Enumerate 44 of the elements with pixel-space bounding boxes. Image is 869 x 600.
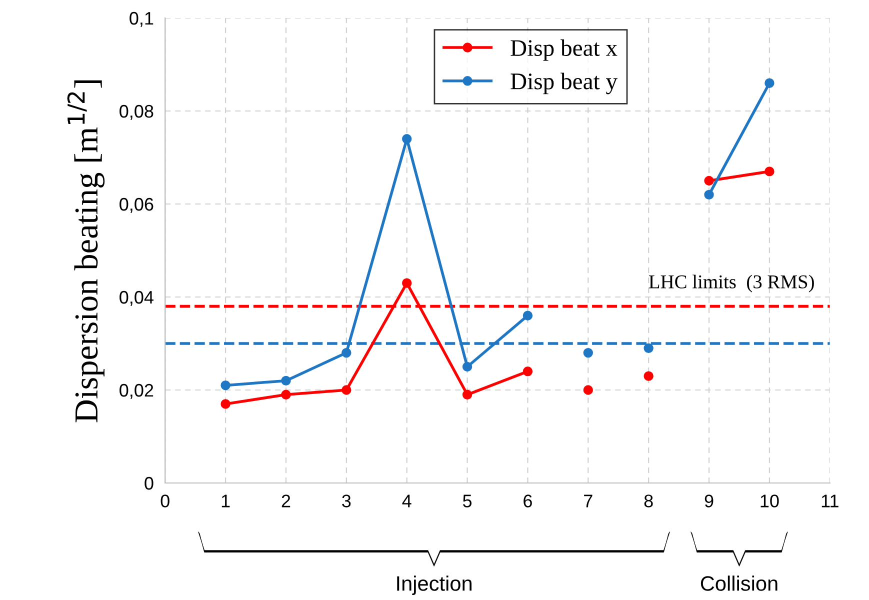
point xyxy=(342,348,352,358)
x-tick-label: 5 xyxy=(462,494,472,508)
text: Collision xyxy=(700,576,778,591)
point xyxy=(402,134,412,144)
point xyxy=(644,371,654,381)
point xyxy=(402,278,412,288)
point xyxy=(644,343,654,354)
point xyxy=(220,399,230,409)
x-tick-label: 1 xyxy=(222,494,230,508)
point xyxy=(462,390,472,400)
point xyxy=(462,362,472,372)
y-tick-label: 0,02 xyxy=(120,384,154,399)
y-tick-label: 0,04 xyxy=(120,290,154,306)
point xyxy=(281,376,291,386)
y-tick-label: 0,08 xyxy=(120,104,154,120)
point xyxy=(583,385,594,395)
x-tick-label: 2 xyxy=(282,494,290,508)
x-tick-label: 9 xyxy=(704,494,714,508)
x-tick-label: 10 xyxy=(760,494,779,508)
x-tick-label: 7 xyxy=(584,494,592,508)
x-tick-label: 11 xyxy=(822,494,838,508)
point xyxy=(522,366,533,376)
y-tick-label: 0,06 xyxy=(120,198,154,213)
x-tick-label: 4 xyxy=(402,494,412,508)
point xyxy=(522,310,533,320)
y-tick-label: 0,1 xyxy=(130,12,154,27)
x-tick-label: 0 xyxy=(160,494,170,508)
y-axis-title: Dispersion beating [m$^{1/2}$] xyxy=(67,80,105,422)
point xyxy=(764,166,774,176)
point xyxy=(583,348,594,358)
legend-label: Disp beat x xyxy=(510,39,618,61)
ref-line-label: LHC limits (3 RMS) xyxy=(648,274,814,292)
point xyxy=(704,190,714,200)
legend-label: Disp beat y xyxy=(510,72,618,94)
text: Injection xyxy=(397,576,472,596)
point xyxy=(704,176,714,186)
y-tick-label: 0 xyxy=(144,476,154,490)
point xyxy=(281,390,291,400)
x-tick-label: 8 xyxy=(644,494,653,508)
x-tick-label: 6 xyxy=(524,494,532,508)
point xyxy=(764,78,774,88)
x-tick-label: 3 xyxy=(342,494,351,508)
point xyxy=(342,385,352,395)
point xyxy=(220,380,230,390)
